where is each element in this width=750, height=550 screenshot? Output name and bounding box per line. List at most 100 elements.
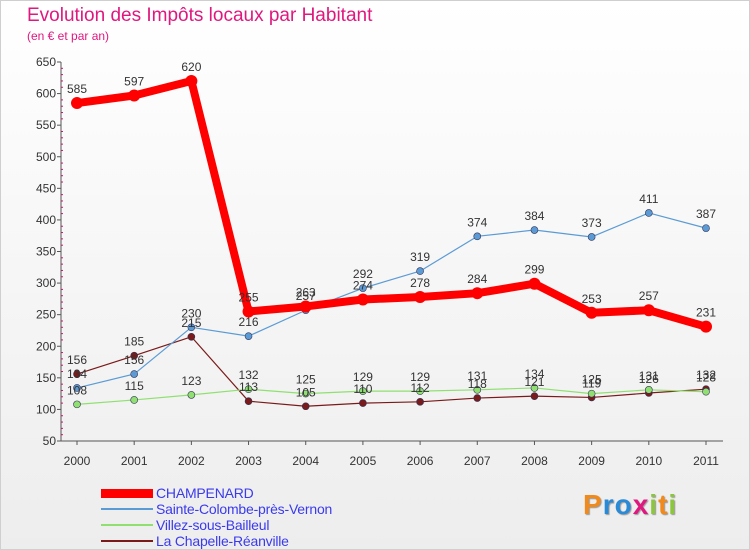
data-point (299, 300, 312, 313)
data-label: 108 (67, 383, 87, 397)
logo-letter: r (602, 489, 615, 520)
legend: CHAMPENARD Sainte-Colombe-près-Vernon Vi… (101, 485, 332, 549)
data-point (702, 387, 710, 396)
data-label: 384 (524, 209, 544, 223)
proxiti-logo: Proxiti (583, 489, 677, 521)
data-point (359, 284, 367, 292)
data-label: 284 (467, 272, 487, 286)
legend-label: La Chapelle-Réanville (156, 533, 289, 549)
data-label: 215 (181, 316, 201, 330)
y-tick-label: 400 (36, 213, 56, 227)
data-label: 278 (410, 276, 430, 290)
data-point (645, 386, 653, 394)
data-point (473, 394, 482, 402)
data-label: 299 (524, 263, 544, 277)
data-label: 129 (353, 370, 373, 384)
data-label: 231 (696, 306, 716, 320)
series-line-3 (76, 336, 707, 407)
data-point (587, 389, 596, 398)
logo-letter: o (614, 489, 633, 520)
legend-item-sainte-colombe: Sainte-Colombe-près-Vernon (101, 501, 332, 517)
y-tick-label: 300 (36, 276, 56, 290)
y-tick-label: 500 (36, 150, 56, 164)
data-label: 126 (639, 372, 659, 386)
x-tick-label: 2000 (64, 454, 91, 468)
data-label: 132 (239, 368, 259, 382)
data-point (244, 332, 253, 340)
data-point (187, 323, 196, 332)
data-label: 253 (582, 292, 602, 306)
data-point (530, 392, 539, 400)
data-point (130, 396, 138, 404)
data-label: 125 (582, 373, 602, 387)
data-point (416, 387, 424, 395)
x-tick-label: 2007 (464, 454, 491, 468)
series-line-0 (73, 76, 710, 331)
data-label: 118 (468, 377, 487, 391)
data-label: 156 (124, 353, 144, 367)
data-label: 110 (353, 382, 372, 396)
data-point (187, 391, 196, 399)
data-point (471, 287, 484, 300)
data-label: 105 (296, 385, 316, 399)
data-label: 115 (125, 379, 144, 393)
data-point (244, 385, 253, 394)
data-label: 131 (467, 369, 487, 383)
data-label: 319 (410, 250, 430, 264)
y-tick-label: 150 (36, 371, 56, 385)
data-label: 131 (639, 369, 659, 383)
data-point (301, 402, 310, 411)
chart-title: Evolution des Impôts locaux par Habitant (27, 5, 373, 26)
data-point (642, 304, 655, 317)
data-point (645, 209, 653, 217)
legend-label: CHAMPENARD (156, 485, 254, 501)
data-point (128, 89, 141, 102)
data-point (530, 226, 539, 234)
x-tick-label: 2003 (235, 454, 262, 468)
y-tick-label: 600 (36, 87, 56, 101)
data-point (359, 399, 367, 407)
data-label: 134 (524, 367, 544, 381)
logo-letter: P (583, 489, 603, 520)
data-label: 257 (639, 289, 659, 303)
legend-label: Sainte-Colombe-près-Vernon (156, 501, 333, 517)
data-label: 134 (67, 367, 87, 381)
data-point (530, 384, 539, 392)
x-tick-label: 2009 (578, 454, 605, 468)
data-point (585, 306, 598, 319)
data-label: 373 (582, 216, 602, 230)
x-tick-label: 2005 (350, 454, 377, 468)
data-label: 274 (353, 279, 373, 293)
data-point (73, 384, 81, 392)
data-label: 374 (467, 215, 487, 229)
logo-letter: i (668, 489, 678, 520)
data-point (185, 74, 198, 87)
y-tick-label: 350 (36, 245, 56, 259)
data-point (587, 233, 596, 241)
data-point (702, 224, 710, 232)
data-point (700, 320, 712, 333)
data-point (528, 277, 541, 290)
data-point (244, 397, 253, 406)
y-tick-label: 250 (36, 308, 56, 322)
legend-swatch (101, 508, 153, 510)
data-label: 585 (67, 82, 87, 96)
legend-item-la-chapelle: La Chapelle-Réanville (101, 533, 332, 549)
legend-swatch (101, 488, 153, 498)
chart-subtitle: (en € et par an) (27, 29, 110, 43)
x-tick-label: 2004 (292, 454, 319, 468)
data-label: 119 (582, 376, 601, 390)
data-point (130, 370, 138, 378)
y-tick-label: 50 (43, 434, 57, 448)
data-label: 230 (181, 306, 201, 320)
data-point (187, 332, 196, 341)
data-point (73, 400, 81, 409)
logo-letter: x (632, 489, 650, 520)
data-label: 156 (67, 353, 87, 367)
y-tick-label: 450 (36, 181, 56, 195)
data-point (359, 387, 367, 395)
data-label: 125 (296, 373, 316, 387)
logo-letter: i (649, 489, 659, 520)
